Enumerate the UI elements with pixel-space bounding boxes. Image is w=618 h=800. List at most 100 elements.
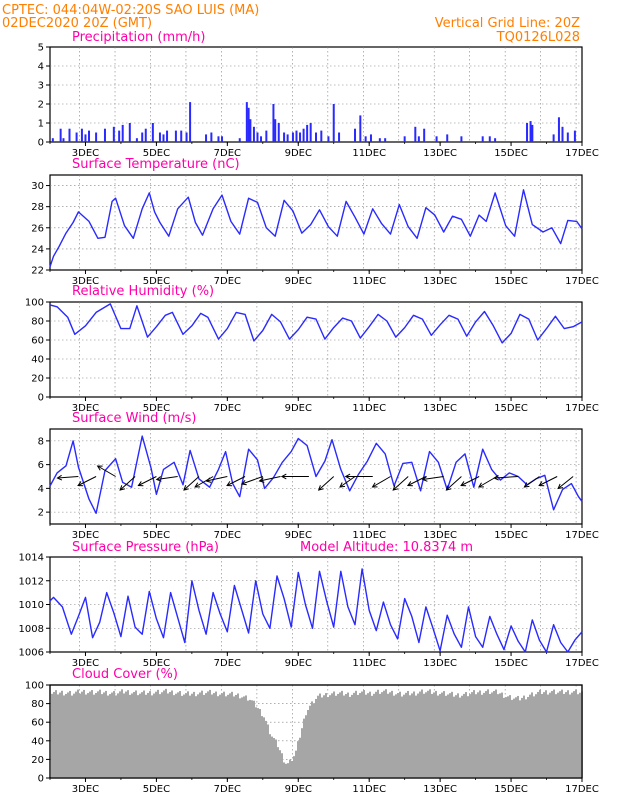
cloud-bar [53,691,55,778]
cloud-bar [467,696,469,778]
cloud-bar [283,762,285,778]
precip-xtick-label: 15DEC [494,148,528,159]
temp-xtick-label: 5DEC [143,276,170,287]
cloud-bar [165,688,167,778]
rh-xtick-label: 9DEC [285,403,312,414]
cloud-bar [441,692,443,778]
cloud-bar [439,694,441,778]
cloud-bar [311,701,313,778]
cloud-bar [329,695,331,778]
cloud-bar [391,690,393,778]
precip-bar [306,124,309,142]
cloud-bar [389,692,391,778]
wind-arrow-head [392,485,399,491]
cloud-bar [373,693,375,778]
rh-ytick-label: 20 [31,374,44,385]
wind-xtick-label: 3DEC [72,530,99,541]
wind-arrow-head [137,481,144,487]
cloud-bar [65,693,67,778]
cloud-bar [477,692,479,778]
cloud-bar [273,738,275,778]
pres-xtick-label: 5DEC [143,658,170,669]
rh-title: Relative Humidity (%) [72,284,214,299]
wind-arrow-head [493,474,499,481]
precip-bar [320,130,323,142]
precip-bar [162,134,165,142]
cloud-bar [265,720,267,778]
cloud-bar [61,690,63,778]
cloud-bar [95,692,97,778]
header-datetime: 02DEC2020 20Z (GMT) [2,16,152,31]
cloud-bar [487,689,489,778]
cloud-bar [197,694,199,778]
precip-xtick-label: 7DEC [214,148,241,159]
precip-bar [80,128,83,142]
precip-bar [552,134,555,142]
wind-arrow-head [421,476,428,482]
cloud-bar [143,690,145,778]
rh-ytick-label: 60 [31,336,44,347]
cloud-bar [111,692,113,778]
cloud-bar [85,694,87,778]
cloud-bar [73,693,75,778]
cloud-bar [141,692,143,778]
cloud-bar [475,694,477,778]
cloud-bar [419,691,421,778]
wind-arrow [138,476,157,486]
cloud-bar [113,691,115,778]
pres-model-altitude: Model Altitude: 10.8374 m [300,540,473,555]
cloud-bar [383,690,385,778]
cloud-bar [411,693,413,778]
precip-xtick-label: 3DEC [72,148,99,159]
precip-bar [88,130,91,142]
cloud-bar [59,692,61,778]
precip-bar [299,132,302,142]
cloud-bar [263,717,265,778]
cloud-bar [501,692,503,778]
cloud-bar [367,693,369,778]
cloud-bar [117,693,119,778]
wind-arrow-head [96,465,103,471]
cloud-bar [527,696,529,778]
cloud-bar [115,695,117,778]
cloud-bar [575,689,577,778]
cloud-bar [63,695,65,778]
wind-arrow-head [445,485,452,491]
pres-xtick-label: 17DEC [565,658,599,669]
wind-arrow-head [205,477,212,483]
cloud-ytick-label: 60 [31,718,44,729]
cloud-bar [185,693,187,778]
cloud-bar [363,690,365,778]
precip-bar [526,123,529,142]
cloud-bar [515,697,517,778]
cloud-bar [403,694,405,778]
cloud-bar [133,692,135,778]
cloud-bar [355,690,357,778]
cloud-bar [89,691,91,778]
cloud-bar [539,689,541,778]
cloud-bar [521,697,523,778]
precip-bar [121,124,124,142]
pres-xtick-label: 9DEC [285,658,312,669]
cloud-bar [547,694,549,778]
precip-bar [62,138,65,142]
cloud-bar [517,695,519,778]
precip-xtick-label: 9DEC [285,148,312,159]
precip-ytick-label: 3 [38,81,44,92]
precip-bar [151,123,154,142]
cloud-bar [437,695,439,778]
precip-bar [247,107,250,142]
precip-bar [573,130,576,142]
cloud-bar [497,694,499,778]
cloud-bar [319,693,321,778]
cloud-bar [549,692,551,778]
rh-ytick-label: 40 [31,355,44,366]
cloud-bar [359,693,361,778]
cloud-bar [339,692,341,778]
cloud-bar [195,696,197,778]
cloud-xtick-label: 13DEC [423,784,457,795]
cloud-bar [69,690,71,778]
cloud-bar [293,756,295,778]
cloud-bar [559,691,561,778]
cloud-bar [459,697,461,778]
